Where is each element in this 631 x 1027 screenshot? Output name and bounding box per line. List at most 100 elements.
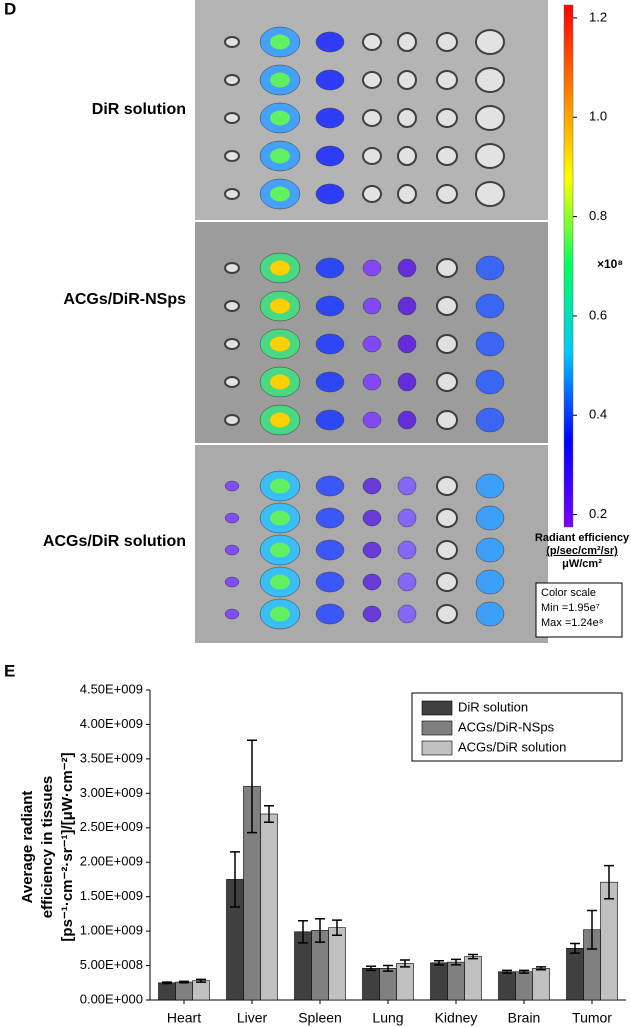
organ-blob <box>397 604 417 624</box>
organ-blob <box>475 67 505 93</box>
error-bar <box>570 942 580 954</box>
organ-blob <box>362 373 382 391</box>
error-bar <box>400 959 410 968</box>
x-tick-label: Liver <box>237 1010 268 1026</box>
organ-blob <box>362 477 382 495</box>
organ-blob <box>362 509 382 527</box>
organ-blob <box>362 297 382 315</box>
bar <box>532 968 550 1001</box>
colorbar-tick-label: 0.8 <box>589 208 607 223</box>
x-tick-label: Brain <box>508 1010 541 1026</box>
error-bar <box>536 966 546 971</box>
bar <box>362 968 380 1001</box>
bar <box>379 968 397 1001</box>
organ-blob <box>475 505 505 531</box>
panel-label: D <box>4 0 16 18</box>
y-tick-label: 1.50E+009 <box>80 888 143 903</box>
organ-blob <box>224 74 240 86</box>
organ-blob <box>475 331 505 357</box>
bar <box>600 881 618 1001</box>
organ-blob <box>315 183 345 205</box>
colorbar-tick-label: 0.6 <box>589 307 607 322</box>
organ-blob <box>436 410 458 430</box>
organ-blob <box>362 541 382 559</box>
organ-blob <box>224 608 240 620</box>
error-bar <box>298 920 308 944</box>
organ-blob <box>436 476 458 496</box>
error-bar <box>247 739 257 834</box>
bar <box>396 963 414 1001</box>
organ-blob <box>224 480 240 492</box>
organ-blob <box>436 540 458 560</box>
organ-blob <box>397 146 417 166</box>
bar <box>430 962 448 1001</box>
organ-blob <box>270 510 290 526</box>
organ-blob <box>270 412 290 428</box>
bar <box>260 813 278 1001</box>
organ-blob <box>436 572 458 592</box>
error-bar <box>264 804 274 824</box>
organ-blob <box>270 110 290 126</box>
bar <box>328 927 346 1001</box>
organ-blob <box>315 69 345 91</box>
error-bar <box>451 958 461 966</box>
organ-blob <box>224 376 240 388</box>
organ-blob <box>270 298 290 314</box>
organ-blob <box>475 473 505 499</box>
organ-blob <box>436 184 458 204</box>
error-bar <box>604 864 614 900</box>
organ-blob <box>397 258 417 278</box>
organ-blob <box>224 150 240 162</box>
organ-blob <box>362 573 382 591</box>
bar <box>192 980 210 1001</box>
row-label: DiR solution <box>92 101 186 118</box>
legend-label: ACGs/DiR-NSps <box>458 719 555 734</box>
organ-blob <box>436 296 458 316</box>
organ-blob <box>362 147 382 165</box>
organ-blob <box>315 371 345 393</box>
y-tick-label: 4.50E+009 <box>80 681 143 696</box>
x-tick-label: Kidney <box>435 1010 478 1026</box>
error-bar <box>162 981 172 985</box>
error-bar <box>502 969 512 974</box>
organ-blob <box>397 476 417 496</box>
organ-blob <box>362 605 382 623</box>
x-tick-label: Heart <box>167 1010 201 1026</box>
organ-blob <box>362 335 382 353</box>
organ-blob <box>315 257 345 279</box>
organ-blob <box>475 255 505 281</box>
organ-blob <box>475 293 505 319</box>
organ-blob <box>315 507 345 529</box>
organ-blob <box>270 606 290 622</box>
organ-blob <box>315 31 345 53</box>
row-label: ACGs/DiR-NSps <box>63 291 186 308</box>
error-bar <box>434 959 444 966</box>
organ-blob <box>315 475 345 497</box>
organ-blob <box>270 72 290 88</box>
organ-blob <box>224 36 240 48</box>
organ-blob <box>270 148 290 164</box>
organ-blob <box>436 508 458 528</box>
legend-swatch <box>421 740 453 756</box>
y-tick-label: 2.00E+009 <box>80 854 143 869</box>
organ-blob <box>397 296 417 316</box>
organ-blob <box>397 372 417 392</box>
organ-blob <box>436 258 458 278</box>
bar <box>498 971 516 1001</box>
organ-blob <box>224 262 240 274</box>
bar <box>566 948 584 1001</box>
organ-blob <box>315 107 345 129</box>
error-bar <box>332 919 342 936</box>
organ-blob <box>362 71 382 89</box>
organ-blob <box>362 411 382 429</box>
organ-blob <box>315 571 345 593</box>
organ-blob <box>397 572 417 592</box>
error-bar <box>230 851 240 908</box>
organ-blob <box>397 32 417 52</box>
error-bar <box>383 964 393 972</box>
legend-swatch <box>421 700 453 716</box>
y-axis-label: [ps⁻¹·cm⁻²·sr⁻¹]/[μW·cm⁻²] <box>59 752 76 941</box>
color-scale-text: Color scale <box>541 587 596 599</box>
organ-blob <box>475 143 505 169</box>
